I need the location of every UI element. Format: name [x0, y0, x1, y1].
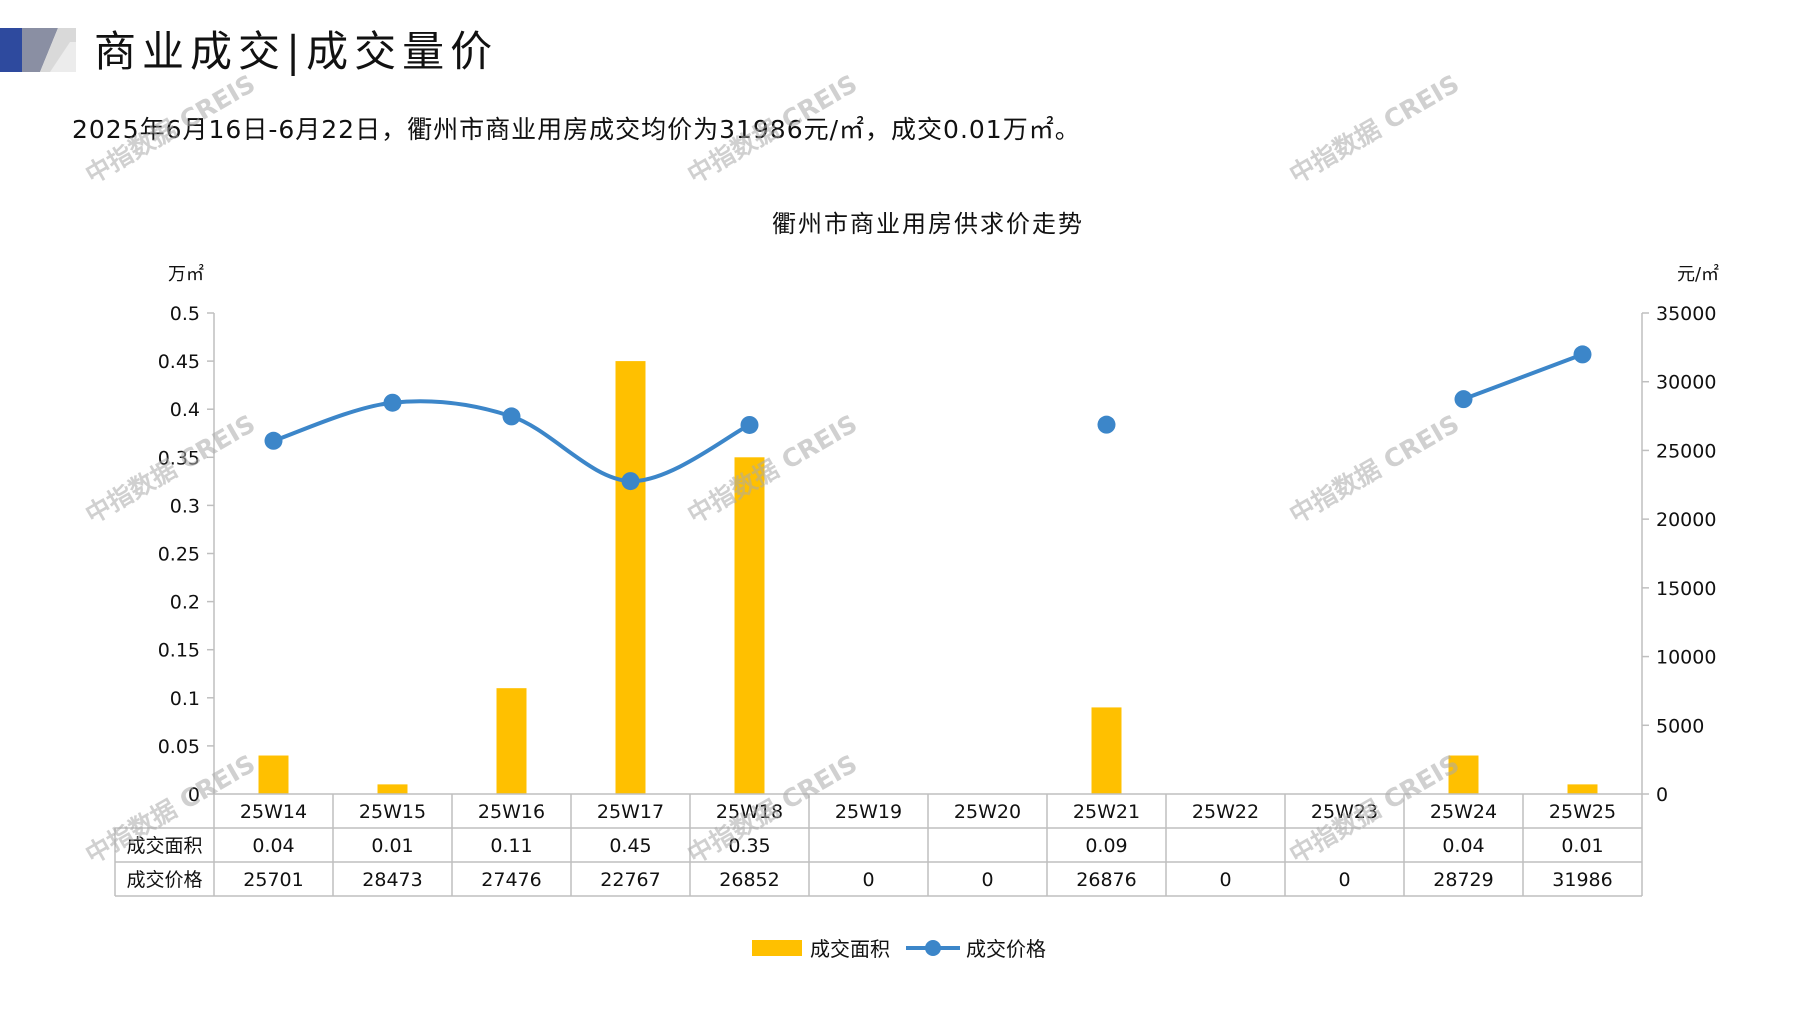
- table-cell-price: 0: [981, 869, 993, 891]
- legend-swatch-area: [752, 940, 802, 956]
- price-point-25W16: [502, 407, 521, 426]
- table-cell-price: 22767: [600, 869, 660, 891]
- table-cell-area: 0.09: [1085, 835, 1127, 857]
- table-cell-area: 0.04: [1442, 835, 1484, 857]
- x-tick-label: 25W21: [1073, 801, 1140, 823]
- y-left-tick-label: 0.3: [170, 495, 200, 517]
- price-point-25W21: [1097, 415, 1116, 434]
- x-tick-label: 25W25: [1549, 801, 1616, 823]
- section-logo-icon: [0, 28, 76, 72]
- price-point-25W25: [1573, 345, 1592, 364]
- table-cell-area: 0.11: [490, 835, 532, 857]
- x-tick-label: 25W24: [1430, 801, 1497, 823]
- table-cell-area: 0.01: [371, 835, 413, 857]
- bar-25W17: [615, 361, 646, 794]
- bar-25W16: [496, 688, 527, 794]
- y-right-tick-label: 5000: [1656, 715, 1704, 737]
- legend-swatch-price-dot: [925, 940, 941, 956]
- y-left-tick-label: 0.15: [158, 640, 200, 662]
- price-point-25W15: [383, 393, 402, 412]
- y-left-tick-label: 0.2: [170, 592, 200, 614]
- price-point-25W17: [621, 472, 640, 491]
- table-cell-price: 0: [862, 869, 874, 891]
- x-tick-label: 25W20: [954, 801, 1021, 823]
- table-cell-price: 26876: [1076, 869, 1136, 891]
- y-left-tick-label: 0.35: [158, 447, 200, 469]
- y-left-tick-label: 0.5: [170, 303, 200, 325]
- x-tick-label: 25W15: [359, 801, 426, 823]
- x-tick-label: 25W18: [716, 801, 783, 823]
- y-right-tick-label: 35000: [1656, 303, 1716, 325]
- y-left-tick-label: 0.45: [158, 351, 200, 373]
- y-left-tick-label: 0: [188, 784, 200, 806]
- y-left-tick-label: 0.05: [158, 736, 200, 758]
- bar-25W14: [258, 755, 289, 794]
- bar-25W25: [1567, 784, 1598, 794]
- table-cell-price: 31986: [1552, 869, 1612, 891]
- y-right-tick-label: 25000: [1656, 440, 1716, 462]
- legend-label-area: 成交面积: [810, 937, 890, 961]
- y-right-tick-label: 20000: [1656, 509, 1716, 531]
- page-header: 商业成交|成交量价: [0, 0, 1797, 90]
- table-cell-price: 27476: [481, 869, 541, 891]
- y-left-tick-label: 0.25: [158, 544, 200, 566]
- y-left-tick-label: 0.4: [170, 399, 200, 421]
- y-left-tick-label: 0.1: [170, 688, 200, 710]
- legend-label-price: 成交价格: [966, 937, 1046, 961]
- table-cell-price: 0: [1219, 869, 1231, 891]
- table-cell-area: 0.45: [609, 835, 651, 857]
- table-cell-price: 0: [1338, 869, 1350, 891]
- price-point-25W18: [740, 415, 759, 434]
- price-line: [1462, 352, 1584, 402]
- summary-text: 2025年6月16日-6月22日，衢州市商业用房成交均价为31986元/㎡，成交…: [72, 115, 1081, 144]
- bar-25W18: [734, 457, 765, 794]
- price-point-25W14: [264, 431, 283, 450]
- page-title: 商业成交|成交量价: [94, 27, 499, 76]
- x-tick-label: 25W16: [478, 801, 545, 823]
- x-tick-label: 25W23: [1311, 801, 1378, 823]
- price-point-25W24: [1454, 390, 1473, 409]
- y-right-tick-label: 10000: [1656, 647, 1716, 669]
- y-left-unit: 万㎡: [168, 263, 204, 285]
- x-tick-label: 25W22: [1192, 801, 1259, 823]
- bar-25W15: [377, 784, 408, 794]
- table-row-header-area: 成交面积: [126, 835, 202, 857]
- chart-title: 衢州市商业用房供求价走势: [772, 210, 1084, 238]
- y-right-tick-label: 30000: [1656, 372, 1716, 394]
- bar-25W24: [1448, 755, 1479, 794]
- table-cell-area: 0.01: [1561, 835, 1603, 857]
- table-cell-price: 26852: [719, 869, 779, 891]
- table-cell-area: 0.35: [728, 835, 770, 857]
- bar-25W21: [1091, 707, 1122, 794]
- table-cell-area: 0.04: [252, 835, 294, 857]
- table-cell-price: 28473: [362, 869, 422, 891]
- x-tick-label: 25W19: [835, 801, 902, 823]
- x-tick-label: 25W17: [597, 801, 664, 823]
- y-right-unit: 元/㎡: [1677, 263, 1719, 285]
- table-cell-price: 25701: [243, 869, 303, 891]
- table-cell-price: 28729: [1433, 869, 1493, 891]
- y-right-tick-label: 15000: [1656, 578, 1716, 600]
- x-tick-label: 25W14: [240, 801, 307, 823]
- table-row-header-price: 成交价格: [126, 869, 202, 891]
- y-right-tick-label: 0: [1656, 784, 1668, 806]
